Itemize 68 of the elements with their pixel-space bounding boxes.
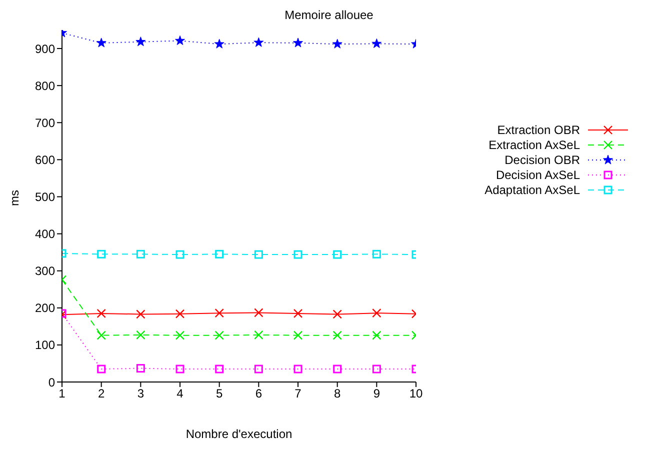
x-tick-label: 3 <box>137 386 144 401</box>
x-tick-label: 10 <box>409 386 423 401</box>
y-tick-label: 800 <box>34 78 56 93</box>
point <box>333 364 342 374</box>
point <box>214 38 224 48</box>
legend-label: Decision OBR <box>504 152 580 166</box>
point <box>214 330 224 340</box>
point <box>175 330 185 340</box>
chart-title: Memoire allouee <box>284 8 374 22</box>
point <box>136 330 146 340</box>
point <box>293 330 303 340</box>
point <box>97 364 106 374</box>
x-axis-title: Nombre d'execution <box>186 427 292 441</box>
point <box>292 38 304 48</box>
point <box>372 38 382 48</box>
y-tick-label: 200 <box>34 301 56 316</box>
point <box>136 310 146 319</box>
point <box>97 250 106 258</box>
point <box>136 36 146 46</box>
legend-label: Adaptation AxSeL <box>484 182 580 196</box>
y-tick-label: 100 <box>34 338 56 352</box>
y-tick-label: 400 <box>34 227 56 242</box>
x-tick-label: 4 <box>176 386 184 401</box>
point <box>175 309 185 318</box>
x-tick-label: 6 <box>255 386 262 401</box>
point <box>293 308 303 318</box>
point <box>333 250 342 259</box>
x-tick-label: 9 <box>373 386 380 401</box>
point <box>136 364 145 373</box>
point <box>332 330 342 340</box>
point <box>372 330 382 340</box>
legend-label: Extraction OBR <box>497 122 580 136</box>
point <box>332 310 342 319</box>
y-axis-title: ms <box>7 190 22 206</box>
x-tick-label: 5 <box>216 386 223 401</box>
x-tick-label: 8 <box>334 386 341 401</box>
y-tick-label: 600 <box>34 152 56 167</box>
point <box>96 330 106 340</box>
x-tick-label: 7 <box>294 386 302 401</box>
point <box>254 37 264 47</box>
legend-label: Decision AxSeL <box>496 168 580 182</box>
point <box>214 308 224 318</box>
point <box>332 38 342 48</box>
point <box>174 35 186 46</box>
point <box>96 308 106 318</box>
point <box>254 308 264 318</box>
x-tick-label: 2 <box>98 386 105 401</box>
point <box>96 38 106 48</box>
point <box>254 330 264 340</box>
y-tick-label: 0 <box>48 375 56 390</box>
point <box>294 250 302 259</box>
point <box>176 250 184 259</box>
point <box>176 364 184 374</box>
point <box>254 364 263 374</box>
y-tick-label: 300 <box>34 264 56 278</box>
point <box>136 250 145 258</box>
point <box>215 364 224 374</box>
point <box>215 250 224 258</box>
legend-label: Extraction AxSeL <box>488 138 580 152</box>
point <box>372 364 381 374</box>
y-tick-label: 500 <box>34 190 56 204</box>
point <box>372 308 382 318</box>
point <box>294 364 302 374</box>
y-tick-label: 700 <box>34 116 56 130</box>
y-tick-label: 900 <box>34 42 56 56</box>
x-tick-label: 1 <box>58 386 66 401</box>
point <box>254 250 263 259</box>
point <box>372 250 381 258</box>
